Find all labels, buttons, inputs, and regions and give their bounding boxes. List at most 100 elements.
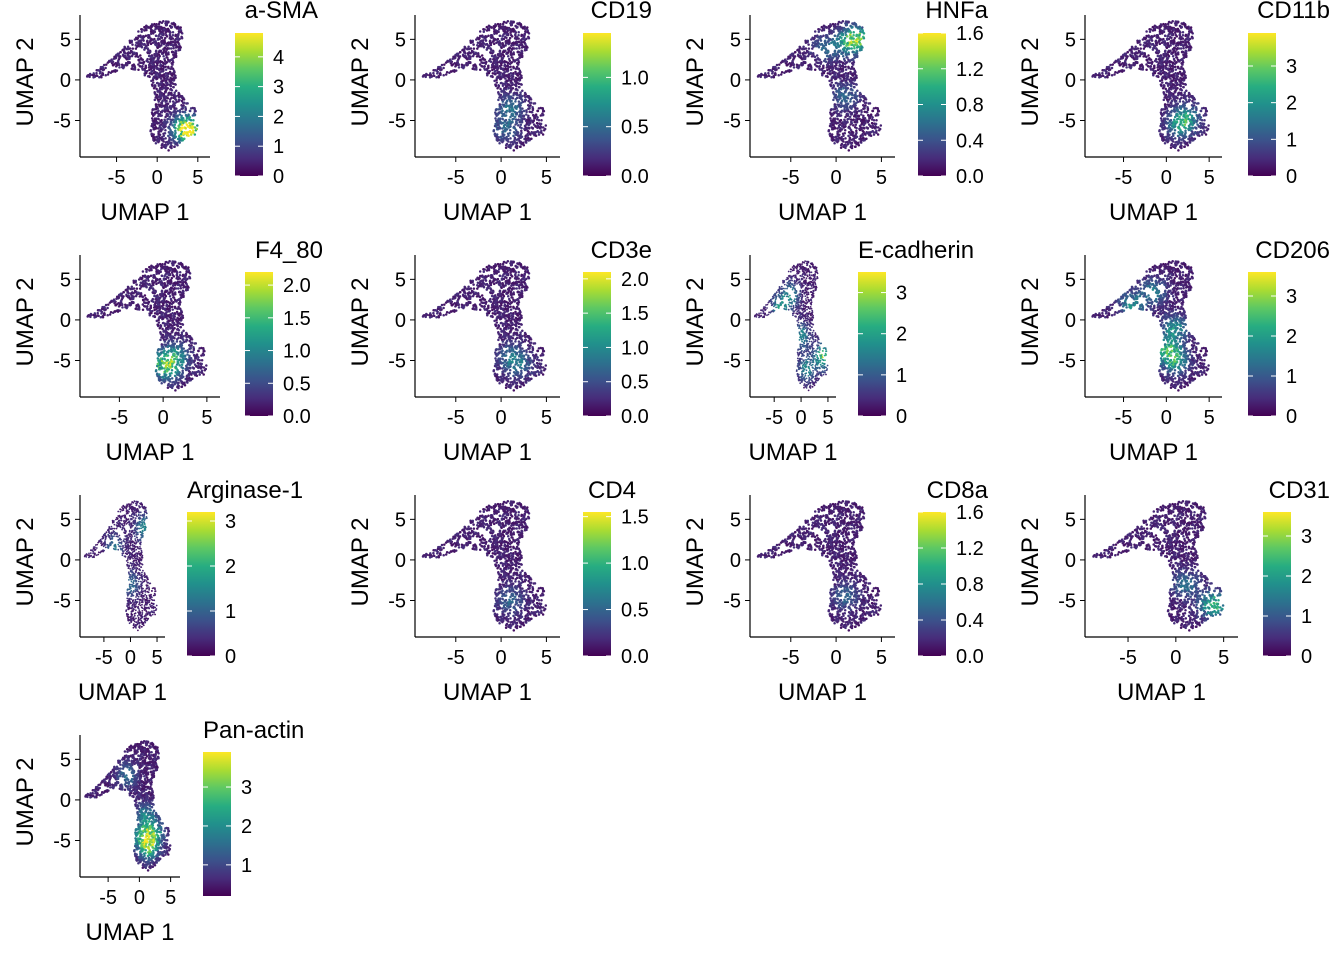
data-point — [483, 67, 486, 70]
data-point — [160, 44, 163, 47]
x-tick-label: 0 — [496, 167, 507, 189]
data-point — [859, 30, 862, 33]
data-point — [163, 104, 166, 107]
data-point — [838, 30, 841, 33]
data-point — [840, 40, 844, 44]
data-point — [855, 95, 859, 98]
data-point — [874, 106, 878, 110]
data-point — [832, 98, 835, 102]
data-point — [847, 117, 850, 121]
data-point — [461, 49, 464, 52]
data-point — [1148, 39, 1151, 42]
data-point — [842, 49, 846, 52]
data-point — [840, 139, 843, 142]
data-point — [514, 24, 517, 28]
data-point — [151, 41, 155, 45]
data-point — [827, 58, 831, 61]
data-point — [180, 95, 184, 99]
data-point — [161, 99, 164, 102]
data-point — [194, 109, 197, 113]
y-tick-label: 5 — [60, 29, 71, 51]
data-point — [498, 23, 502, 27]
data-point — [518, 126, 522, 129]
data-point — [178, 113, 182, 116]
x-tick-label: 5 — [192, 167, 203, 189]
data-point — [862, 95, 866, 99]
colorbar — [235, 33, 263, 176]
data-point — [515, 105, 518, 109]
data-point — [817, 30, 821, 33]
data-point — [836, 67, 840, 70]
data-point — [515, 62, 519, 65]
data-point — [841, 67, 845, 70]
data-point — [807, 47, 811, 50]
data-point — [844, 65, 847, 69]
data-point — [146, 60, 150, 64]
data-point — [511, 112, 515, 116]
data-point — [841, 54, 845, 58]
data-point — [117, 63, 121, 66]
data-point — [839, 114, 843, 117]
data-point — [95, 74, 99, 78]
data-point — [874, 122, 878, 126]
data-point — [487, 34, 490, 37]
data-point — [106, 73, 110, 76]
data-point — [519, 136, 523, 139]
data-point — [860, 113, 863, 116]
data-point — [107, 60, 111, 63]
data-point — [500, 46, 503, 50]
data-point — [801, 63, 804, 66]
data-point — [130, 54, 134, 58]
data-point — [840, 79, 844, 82]
data-point — [156, 75, 160, 78]
data-point — [492, 128, 496, 132]
data-point — [95, 71, 98, 75]
data-point — [852, 115, 856, 118]
data-point — [1169, 114, 1173, 117]
data-point — [855, 83, 858, 86]
data-point — [502, 20, 506, 24]
colorbar-tick-label: 2 — [273, 106, 284, 128]
data-point — [809, 51, 813, 55]
data-point — [858, 91, 862, 95]
data-point — [188, 122, 191, 125]
data-point — [843, 110, 847, 113]
data-point — [171, 34, 175, 37]
data-point — [159, 129, 163, 133]
data-point — [170, 146, 173, 150]
data-point — [177, 95, 181, 99]
data-point — [163, 110, 167, 113]
data-point — [874, 125, 877, 128]
data-point — [831, 65, 834, 68]
data-point — [844, 137, 847, 140]
x-tick-label: 0 — [831, 167, 842, 189]
data-point — [1163, 34, 1167, 38]
data-point — [828, 25, 832, 29]
data-point — [504, 101, 508, 104]
data-point — [496, 37, 500, 41]
data-point — [828, 61, 831, 65]
data-point — [149, 30, 153, 34]
data-point — [467, 51, 471, 54]
data-point — [834, 66, 838, 70]
data-point — [524, 135, 527, 138]
data-point — [862, 107, 865, 110]
data-point — [177, 30, 181, 33]
data-point — [877, 109, 881, 113]
data-point — [504, 88, 508, 91]
data-point — [502, 103, 506, 107]
data-point — [837, 112, 841, 116]
data-point — [150, 122, 154, 126]
data-point — [544, 124, 548, 127]
data-point — [501, 100, 505, 103]
data-point — [478, 30, 482, 33]
data-point — [517, 118, 520, 121]
data-point — [834, 96, 837, 99]
data-point — [155, 96, 158, 99]
data-point — [526, 30, 530, 34]
data-point — [490, 34, 494, 38]
data-point — [821, 44, 825, 47]
data-point — [442, 73, 445, 77]
data-point — [472, 47, 476, 50]
data-point — [173, 133, 177, 136]
